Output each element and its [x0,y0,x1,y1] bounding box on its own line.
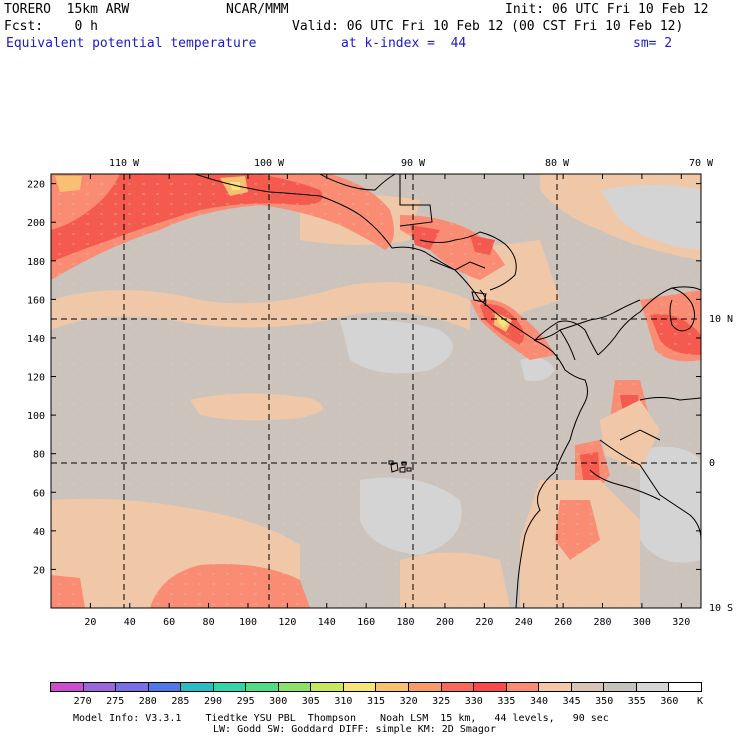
lat-label-0: 0 [709,458,715,469]
colorbar-label: 315 [366,696,386,707]
x-tick-label: 80 [203,617,215,628]
colorbar-label: 285 [171,696,190,707]
lat-labels: 10 N 0 10 S [709,314,733,614]
forecast-hour: Fcst: 0 h [4,19,98,34]
colorbar-label: 345 [562,696,581,707]
x-tick-label: 140 [318,617,336,628]
colorbar-label: 350 [595,696,614,707]
x-tick-label: 280 [593,617,611,628]
colorbar-label: 275 [106,696,125,707]
colorbar-label: 290 [203,696,223,707]
colorbar-swatch [409,683,442,691]
colorbar-swatch [83,683,117,691]
colorbar-swatch [441,683,475,691]
colorbar-swatch [278,683,312,691]
y-tick-label: 100 [27,411,45,422]
colorbar-label: 340 [529,696,549,707]
x-tick-label: 200 [436,617,454,628]
lon-label-100w: 100 W [254,158,285,169]
colorbar-label: 360 [660,696,679,707]
colorbar-swatch [343,683,377,691]
lon-labels: 110 W 100 W 90 W 80 W 70 W [109,158,714,169]
colorbar [50,682,702,692]
theta-e-field [51,174,701,608]
y-tick-label: 200 [27,218,45,229]
colorbar-swatch [376,683,410,691]
colorbar-swatch [116,683,149,691]
y-tick-label: 40 [33,527,45,538]
x-tick-labels: 20 40 60 80 100 120 140 160 180 200 220 240 260 280 30… [84,617,690,628]
map-frame [50,173,702,609]
colorbar-swatch [669,683,701,691]
colorbar-label: 335 [497,696,516,707]
x-tick-label: 300 [633,617,651,628]
init-time: Init: 06 UTC Fri 10 Feb 12 [505,2,709,17]
colorbar-swatch [51,683,84,691]
colorbar-swatch [181,683,214,691]
lon-label-70w: 70 W [689,158,714,169]
model-name: TORERO 15km ARW [4,2,130,17]
colorbar-swatch [506,683,540,691]
lat-label-10s: 10 S [709,603,733,614]
colorbar-label: 300 [269,696,288,707]
colorbar-swatch [213,683,247,691]
colorbar-unit: K [697,696,704,707]
y-tick-label: 20 [33,565,45,576]
y-tick-labels: 20 40 60 80 100 120 140 160 180 200 220 [27,180,45,577]
y-tick-label: 80 [33,450,45,461]
x-tick-label: 160 [357,617,375,628]
y-tick-label: 60 [33,488,45,499]
colorbar-label: 270 [73,696,92,707]
y-tick-label: 160 [27,295,45,306]
lon-label-80w: 80 W [545,158,570,169]
coastlines [194,174,701,608]
colorbar-swatch [246,683,279,691]
x-tick-label: 40 [124,617,136,628]
center-name: NCAR/MMM [226,2,289,17]
x-tick-label: 60 [163,617,175,628]
x-tick-label: 320 [672,617,690,628]
y-tick-label: 140 [27,334,45,345]
y-tick-label: 120 [27,373,45,384]
colorbar-label: 325 [432,696,451,707]
colorbar-label: 310 [334,696,353,707]
colorbar-swatch [604,683,637,691]
colorbar-swatch [571,683,605,691]
x-tick-label: 260 [554,617,572,628]
colorbar-swatch [539,683,572,691]
lon-label-90w: 90 W [401,158,426,169]
lat-label-10n: 10 N [709,314,733,325]
valid-time: Valid: 06 UTC Fri 10 Feb 12 (00 CST Fri … [292,19,684,34]
colorbar-label: 355 [627,696,646,707]
model-info-line1: Model Info: V3.3.1 Tiedtke YSU PBL Thomp… [73,713,609,724]
x-tick-label: 240 [515,617,533,628]
colorbar-label: 295 [236,696,255,707]
colorbar-label: 320 [399,696,418,707]
colorbar-label: 305 [301,696,320,707]
colorbar-swatch [311,683,344,691]
model-info-line2: LW: Godd SW: Goddard DIFF: simple KM: 2D… [213,724,496,735]
x-tick-label: 180 [397,617,415,628]
colorbar-swatch [636,683,670,691]
colorbar-swatch [148,683,182,691]
x-tick-label: 220 [475,617,493,628]
lon-label-110w: 110 W [109,158,140,169]
x-tick-label: 120 [278,617,296,628]
level-info: at k-index = 44 [341,36,467,51]
colorbar-swatch [474,683,507,691]
field-name: Equivalent potential temperature [6,36,257,51]
colorbar-label: 330 [464,696,483,707]
y-tick-label: 180 [27,257,45,268]
graticule [51,174,701,608]
axis-ticks [51,174,701,608]
smoothing-info: sm= 2 [633,36,673,51]
colorbar-label: 280 [138,696,157,707]
x-tick-label: 20 [84,617,96,628]
x-tick-label: 100 [239,617,257,628]
y-tick-label: 220 [27,180,45,191]
